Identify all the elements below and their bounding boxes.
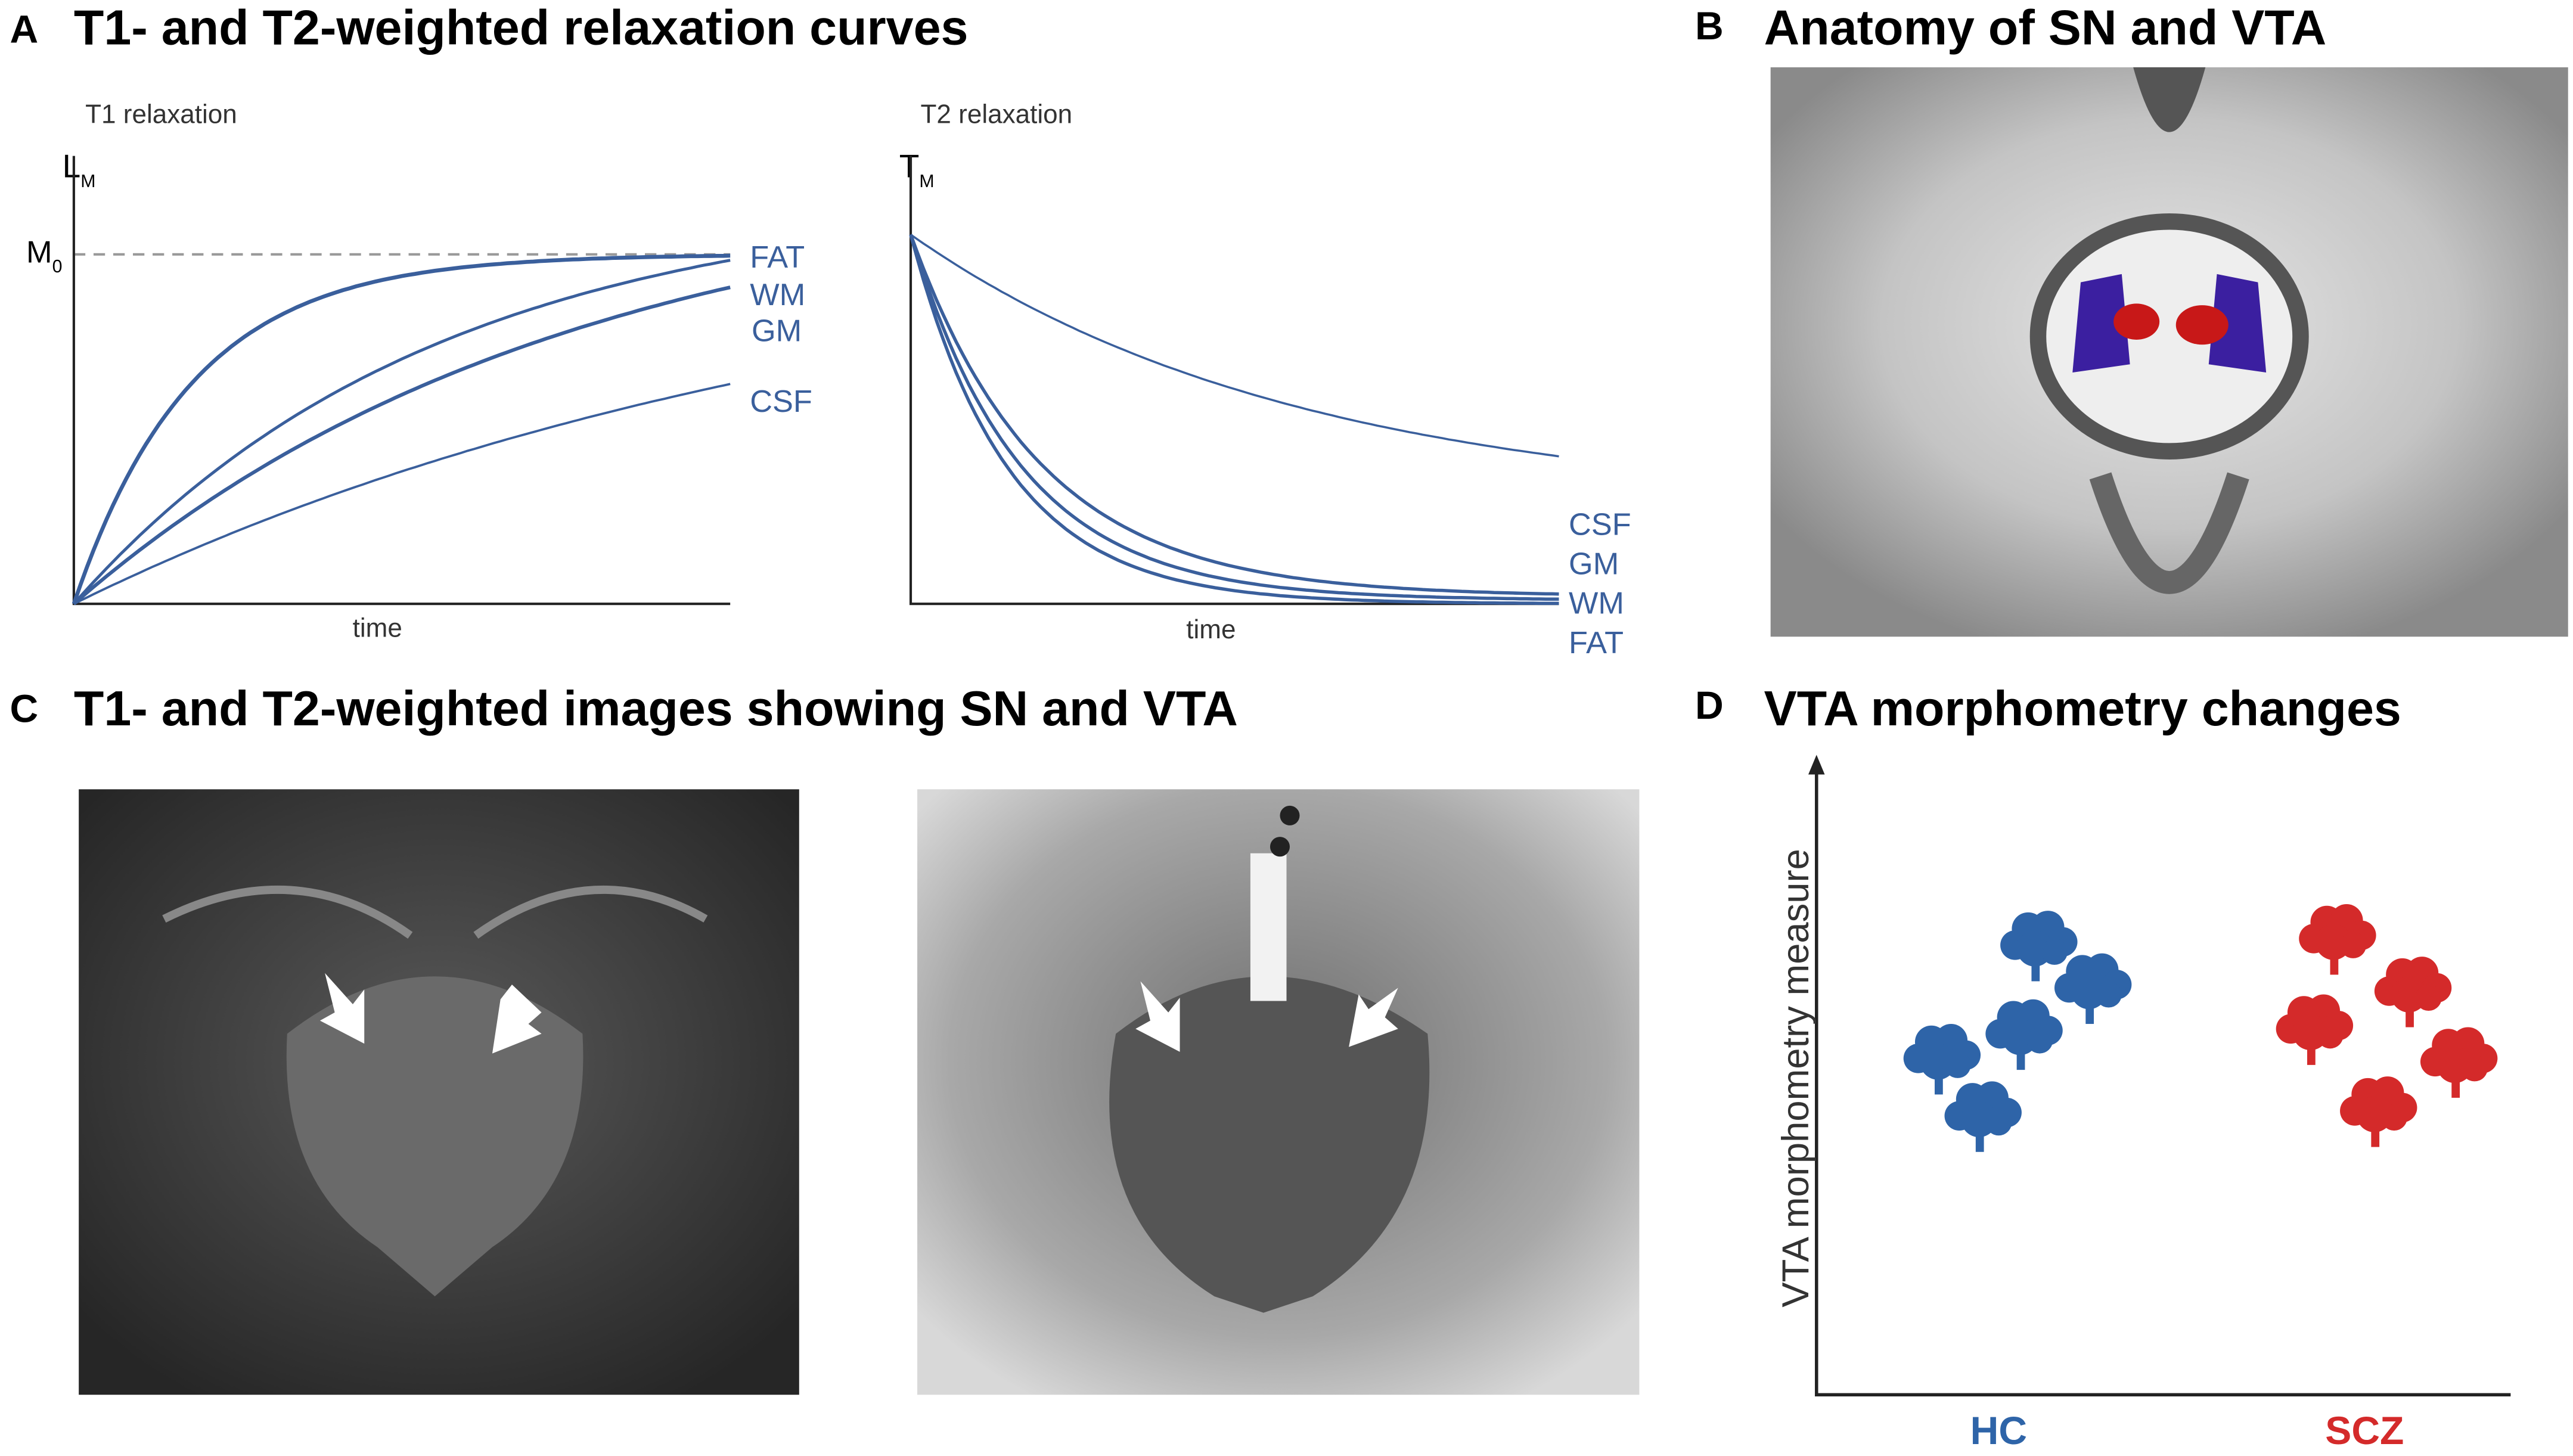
relaxation-curve: [72, 253, 731, 605]
curve-label: WM: [750, 278, 805, 312]
curve-label: GM: [752, 314, 802, 349]
relaxation-curve: [909, 234, 1559, 596]
relaxation-curve: [73, 383, 731, 605]
brain-icon: [2054, 953, 2132, 1025]
brain-icon: [2299, 904, 2376, 975]
panel-title: Anatomy of SN and VTA: [1764, 0, 2327, 55]
x-axis-label: time: [353, 613, 402, 642]
curve-label: FAT: [1569, 626, 1624, 660]
group-label: SCZ: [2325, 1409, 2404, 1453]
brain-stem: [1935, 1068, 1943, 1095]
relaxation-curve: [72, 285, 731, 606]
panel-letter: B: [1695, 4, 1724, 48]
axis-arrow: [1808, 755, 1825, 775]
brain-icon: [2340, 1076, 2417, 1147]
brain-lobe: [1985, 1109, 2012, 1136]
brain-lobe: [2317, 1022, 2344, 1049]
relaxation-curve: [909, 234, 1559, 601]
brain-stem: [2451, 1071, 2460, 1098]
brain-stem: [2307, 1038, 2316, 1065]
brain-lobe: [2095, 981, 2122, 1008]
level-label: M0: [26, 235, 62, 277]
curve-label: CSF: [750, 384, 812, 419]
curve-label: GM: [1569, 547, 1619, 582]
brain-icon: [2000, 911, 2078, 982]
brain-lobe: [2041, 938, 2068, 965]
brain-icon: [1985, 999, 2063, 1070]
brain-stem: [2085, 997, 2094, 1025]
brain-icon: [2374, 957, 2452, 1027]
curve-label: FAT: [750, 240, 805, 275]
relaxation-curve: [909, 234, 1559, 606]
group-label: HC: [1970, 1409, 2027, 1453]
curve-label: CSF: [1569, 508, 1631, 542]
brain-icon: [2276, 994, 2354, 1065]
axes: [1815, 771, 2511, 1397]
relaxation-curve: [73, 259, 731, 605]
panel-title: T1- and T2-weighted images showing SN an…: [74, 681, 1238, 736]
brain-lobe: [2415, 984, 2442, 1011]
t1-image: [79, 789, 799, 1395]
y-axis-label: LM: [63, 147, 96, 191]
brain-lobe: [2380, 1104, 2407, 1131]
anatomy-image: [1770, 67, 2568, 637]
brain-lobe: [2026, 1027, 2053, 1054]
y-axis-label: TM: [899, 147, 935, 191]
brain-lobe: [2461, 1055, 2488, 1082]
brain-stem: [2031, 955, 2040, 982]
brain-stem: [2016, 1044, 2025, 1070]
y-axis-label: VTA morphometry measure: [1775, 849, 1817, 1307]
brain-stem: [1975, 1125, 1984, 1152]
x-axis-label: time: [1186, 615, 1236, 644]
panel-title: T1- and T2-weighted relaxation curves: [74, 0, 969, 55]
brain-stem: [2406, 1001, 2414, 1027]
brain-icon: [1903, 1024, 1981, 1095]
relaxation-curve: [910, 234, 1559, 458]
plot-title: T1 relaxation: [85, 100, 237, 129]
brain-lobe: [2340, 932, 2367, 958]
panel-letter: A: [10, 8, 39, 52]
brain-icon: [1944, 1081, 2022, 1152]
axes: [909, 156, 1559, 606]
brain-lobe: [1944, 1051, 1971, 1078]
panel-title: VTA morphometry changes: [1764, 681, 2401, 736]
brain-stem: [2330, 948, 2339, 975]
curve-label: WM: [1569, 586, 1624, 621]
brain-stem: [2371, 1120, 2380, 1147]
t2-image: [917, 789, 1640, 1395]
brain-icon: [2420, 1027, 2498, 1098]
panel-letter: C: [10, 687, 39, 731]
panel-letter: D: [1695, 684, 1724, 728]
plot-title: T2 relaxation: [921, 100, 1073, 129]
